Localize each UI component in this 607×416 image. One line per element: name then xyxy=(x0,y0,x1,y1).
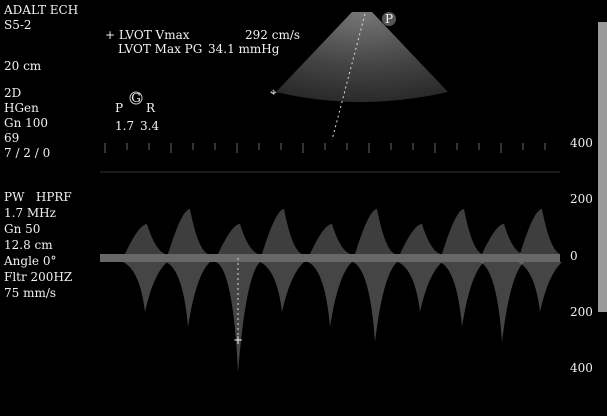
orientation-right-value: 3.4 xyxy=(140,119,159,133)
doppler-line: 12.8 cm xyxy=(4,238,53,252)
orientation-left: P xyxy=(115,101,123,115)
mode-2d-line: Gn 100 xyxy=(4,116,48,130)
scale-label: 400 xyxy=(570,361,593,375)
preset: ADALT ECH xyxy=(3,3,78,17)
measurement-label: + LVOT Vmax xyxy=(105,28,190,42)
sector-mark: ⌖ xyxy=(270,85,277,99)
sector-marker: P xyxy=(385,12,393,26)
cursor-cross: + xyxy=(233,333,243,347)
scale-label: 0 xyxy=(570,249,578,263)
scale-label: 400 xyxy=(570,136,593,150)
scale-label: 200 xyxy=(570,305,593,319)
mode-2d-line: HGen xyxy=(4,101,39,115)
doppler-line: Gn 50 xyxy=(4,222,40,236)
mode-2d-line: 7 / 2 / 0 xyxy=(4,146,50,160)
ultrasound-screen: ⌖ P + ADALT ECH S5-2 20 cm + LVOT Vmax 2… xyxy=(0,0,607,416)
measurement-label: LVOT Max PG xyxy=(118,42,202,56)
depth: 20 cm xyxy=(4,59,42,73)
doppler-line: 1.7 MHz xyxy=(4,206,56,220)
measurement-value: 292 cm/s xyxy=(245,28,300,42)
gray-bar xyxy=(598,22,607,312)
background xyxy=(0,0,607,416)
probe: S5-2 xyxy=(4,18,32,32)
scale-label: 200 xyxy=(570,192,593,206)
orientation-right: R xyxy=(146,101,156,115)
doppler-line: Fltr 200HZ xyxy=(4,270,72,284)
doppler-line: Angle 0° xyxy=(3,254,56,268)
orientation-left-value: 1.7 xyxy=(115,119,134,133)
doppler-line: 75 mm/s xyxy=(4,286,56,300)
page: {"header": {"preset": "ADALT ECH", "prob… xyxy=(0,0,607,416)
orientation-center: G xyxy=(131,91,141,105)
doppler-line: PW HPRF xyxy=(4,190,72,204)
mode-2d-line: 2D xyxy=(4,86,21,100)
mode-2d-line: 69 xyxy=(4,131,19,145)
measurement-value: 34.1 mmHg xyxy=(208,42,280,56)
baseline xyxy=(100,254,560,262)
